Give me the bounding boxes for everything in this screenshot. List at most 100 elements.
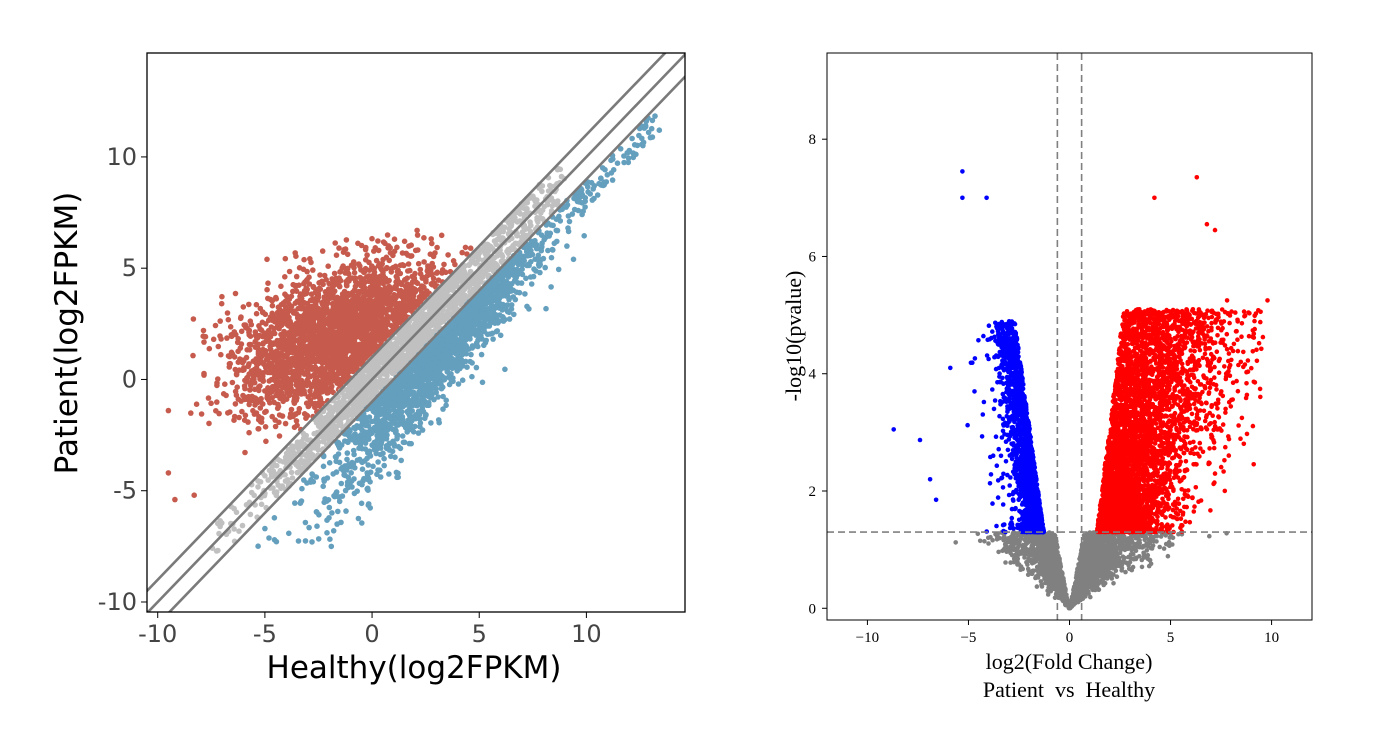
point-up	[411, 304, 418, 311]
point-up	[459, 249, 466, 256]
point-up	[353, 344, 360, 350]
point-up	[263, 357, 270, 363]
point-up	[290, 357, 297, 364]
point-up	[378, 266, 385, 273]
point-up	[383, 308, 390, 315]
point-up	[320, 314, 326, 320]
point-up	[339, 293, 346, 300]
point-up	[351, 337, 358, 343]
point-up	[267, 343, 273, 350]
point-up	[354, 298, 361, 304]
point-up	[293, 397, 300, 404]
point-not-significant	[385, 349, 392, 356]
point-up	[365, 289, 372, 295]
point-not-significant	[524, 199, 531, 206]
point-up	[280, 398, 287, 405]
point-not-significant	[336, 415, 343, 421]
point-up	[365, 297, 371, 304]
point-up	[321, 272, 328, 279]
point-down	[324, 517, 330, 523]
point-not-significant	[467, 282, 473, 288]
point-up	[278, 301, 285, 308]
point-down	[481, 342, 487, 349]
point-up	[286, 381, 292, 388]
point-not-significant	[321, 417, 327, 424]
point-up	[228, 333, 235, 340]
point-not-significant	[430, 304, 437, 311]
point-not-significant	[468, 257, 475, 264]
point-up	[296, 405, 303, 412]
point-up	[303, 328, 309, 334]
point-up	[291, 327, 298, 334]
point-up	[321, 348, 328, 355]
point-up	[369, 235, 375, 242]
point-up	[210, 336, 217, 343]
point-not-significant	[555, 198, 561, 204]
point-up	[428, 271, 435, 278]
point-not-significant	[354, 406, 361, 413]
point-up	[257, 383, 263, 389]
point-up	[297, 297, 303, 303]
point-down	[473, 364, 480, 371]
point-up	[319, 278, 325, 285]
point-up	[260, 401, 266, 407]
point-up	[214, 399, 220, 405]
point-up	[338, 380, 344, 386]
point-not-significant	[282, 472, 288, 478]
point-not-significant	[535, 219, 541, 225]
point-up	[323, 276, 330, 283]
point-down	[335, 508, 341, 515]
point-up	[343, 269, 350, 275]
point-up	[276, 372, 282, 378]
point-not-significant	[255, 484, 261, 490]
point-down	[365, 462, 372, 468]
point-up	[293, 418, 300, 424]
point-not-significant	[439, 295, 446, 301]
point-not-significant	[423, 315, 430, 321]
point-up	[293, 350, 300, 357]
point-up	[282, 420, 289, 427]
point-up	[235, 335, 241, 342]
point-up	[269, 383, 276, 390]
point-not-significant	[453, 301, 459, 307]
point-up	[263, 352, 270, 358]
point-not-significant	[289, 475, 296, 481]
point-not-significant	[417, 344, 424, 350]
point-up	[388, 266, 394, 272]
point-up	[232, 366, 239, 373]
point-up	[232, 290, 239, 297]
point-not-significant	[475, 282, 481, 289]
point-up	[235, 348, 241, 355]
point-up	[284, 311, 290, 317]
point-up	[310, 358, 317, 365]
point-up	[232, 401, 239, 407]
point-up	[328, 342, 335, 348]
point-up	[387, 250, 394, 256]
point-up	[350, 362, 357, 368]
point-up	[284, 344, 290, 351]
point-up	[265, 336, 271, 343]
point-not-significant	[554, 166, 561, 173]
point-up	[375, 335, 381, 342]
point-up	[302, 344, 309, 351]
point-up	[269, 354, 275, 361]
point-up	[320, 342, 327, 349]
point-up	[328, 379, 335, 385]
point-not-significant	[445, 303, 452, 309]
point-up	[267, 400, 273, 406]
point-up	[311, 342, 318, 348]
point-up	[310, 267, 316, 273]
point-not-significant	[419, 339, 426, 346]
point-up	[310, 372, 317, 379]
point-not-significant	[340, 396, 347, 403]
point-up	[412, 270, 418, 277]
point-up	[213, 408, 219, 414]
point-up	[315, 402, 321, 409]
point-up	[355, 291, 362, 298]
point-up	[263, 408, 269, 415]
point-up	[379, 276, 385, 282]
point-down	[564, 243, 570, 249]
point-up	[253, 301, 260, 308]
point-up	[338, 342, 345, 348]
point-up	[401, 301, 407, 308]
